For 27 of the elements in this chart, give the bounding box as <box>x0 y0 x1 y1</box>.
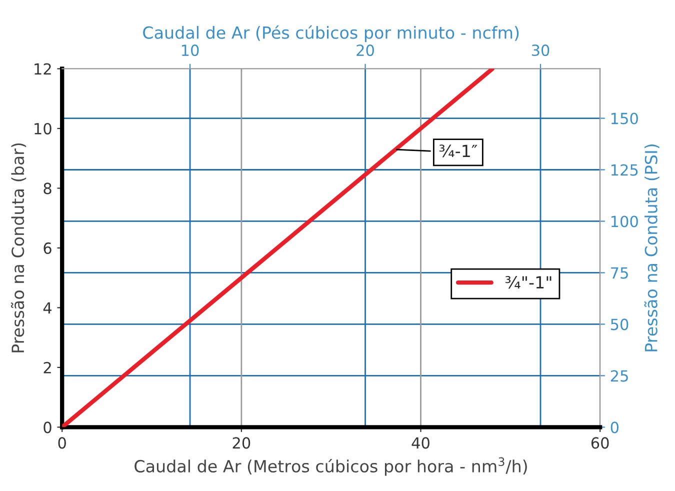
y-tick-label: 10 <box>34 122 52 134</box>
x-tick-label: 60 <box>591 437 609 449</box>
x2-axis-title: Caudal de Ar (Pés cúbicos por minuto - ncfm) <box>143 25 519 42</box>
y2-tick-label: 125 <box>611 164 638 176</box>
annotation: ¾-1″ <box>439 144 478 158</box>
x-axis-title: Caudal de Ar (Metros cúbicos por hora - nm$^{3}$/h) <box>134 457 527 476</box>
x-tick-label: 0 <box>58 437 66 449</box>
y-tick-label: 8 <box>44 182 52 194</box>
y-axis-title: Pressão na Conduta (bar) <box>10 143 26 352</box>
x2-tick-label: 10 <box>182 44 199 56</box>
y2-tick-label: 75 <box>611 267 628 279</box>
x-tick-label: 40 <box>412 437 430 449</box>
y2-axis-title: Pressão na Conduta (PSI) <box>644 144 660 352</box>
y-tick-label: 4 <box>43 302 52 314</box>
y2-tick-label: 50 <box>610 318 628 330</box>
legend-label: ¾"-1" <box>505 276 552 289</box>
x2-tick-label: 20 <box>356 44 374 56</box>
y-tick-label: 0 <box>44 422 52 434</box>
y-tick-label: 6 <box>44 242 52 254</box>
y2-tick-label: 150 <box>611 112 638 124</box>
x-tick-label: 20 <box>232 437 250 449</box>
y-tick-label: 2 <box>44 362 51 374</box>
y2-tick-label: 0 <box>610 422 619 434</box>
x2-tick-label: 30 <box>532 44 550 56</box>
y2-tick-label: 100 <box>611 216 638 228</box>
y2-tick-label: 25 <box>610 370 628 382</box>
y-tick-label: 12 <box>34 63 51 75</box>
